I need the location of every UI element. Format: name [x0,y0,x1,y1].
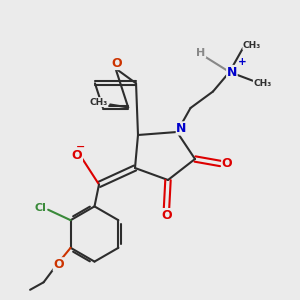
Text: N: N [227,65,237,79]
Text: −: − [76,141,86,152]
Text: O: O [72,149,83,162]
Text: O: O [53,258,64,271]
Text: O: O [112,56,122,70]
Text: CH₃: CH₃ [243,40,261,50]
Text: +: + [238,57,247,68]
Text: Cl: Cl [35,203,46,213]
Text: N: N [176,122,187,135]
Text: CH₃: CH₃ [90,98,108,106]
Text: O: O [222,157,232,170]
Text: O: O [161,208,172,222]
Text: H: H [196,48,206,58]
Text: CH₃: CH₃ [254,79,272,88]
